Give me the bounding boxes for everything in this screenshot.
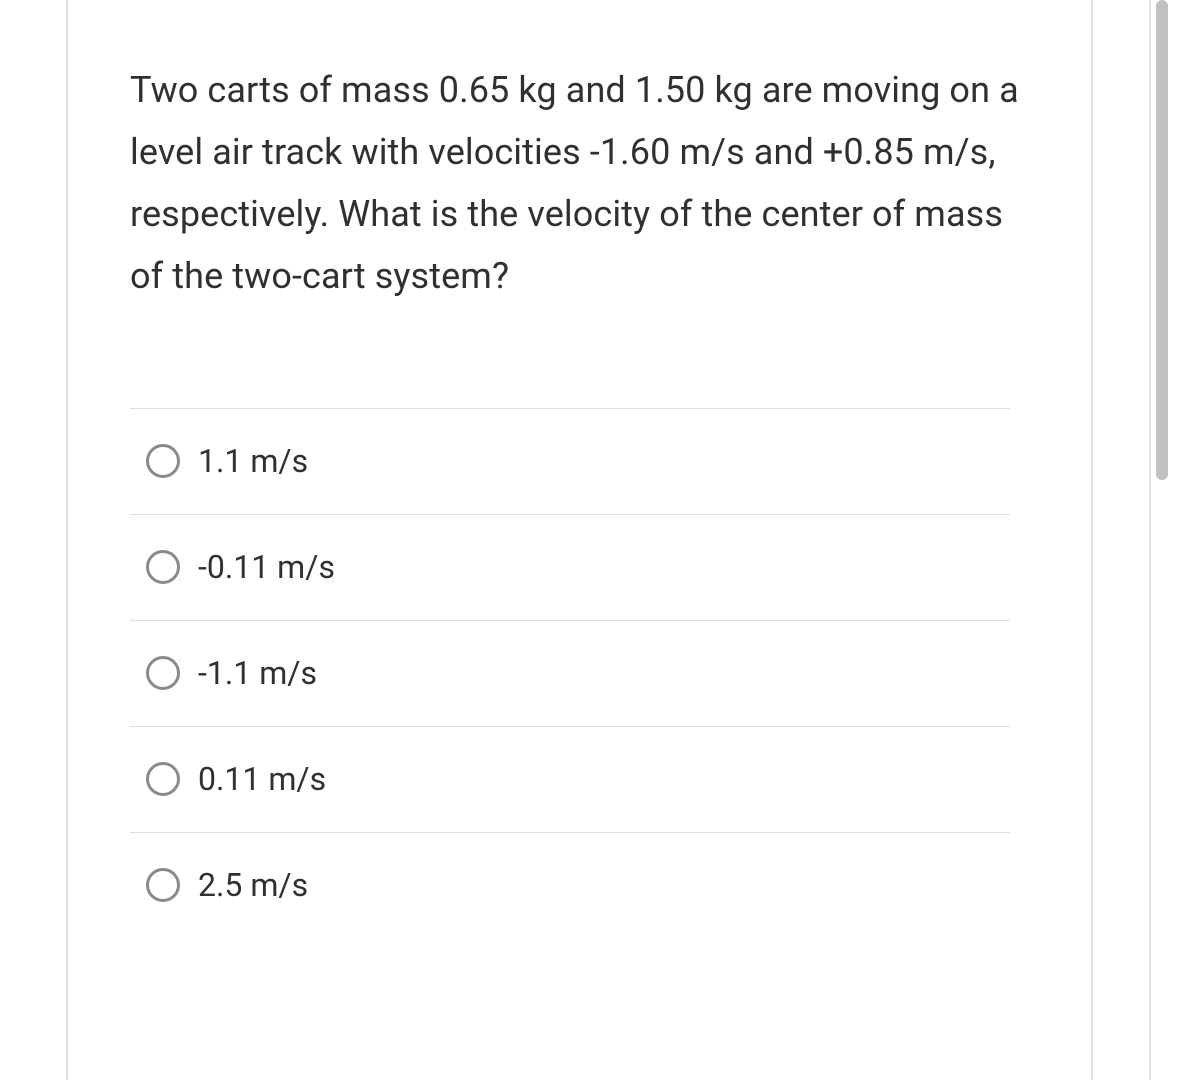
quiz-card: Two carts of mass 0.65 kg and 1.50 kg ar… [0, 0, 1200, 1080]
option-row[interactable]: -1.1 m/s [130, 620, 1010, 726]
options-list: 1.1 m/s -0.11 m/s -1.1 m/s 0.11 m/s 2.5 … [130, 408, 1010, 938]
option-row[interactable]: -0.11 m/s [130, 514, 1010, 620]
radio-icon[interactable] [146, 550, 180, 584]
option-label: -1.1 m/s [198, 654, 317, 692]
card-border-left [66, 0, 68, 1080]
option-label: -0.11 m/s [198, 548, 335, 586]
radio-icon[interactable] [146, 762, 180, 796]
option-label: 0.11 m/s [198, 760, 326, 798]
option-label: 1.1 m/s [198, 442, 308, 480]
card-border-right [1091, 0, 1093, 1080]
radio-icon[interactable] [146, 444, 180, 478]
scrollbar-thumb[interactable] [1156, 0, 1168, 480]
page-border-right [1149, 0, 1151, 1080]
option-row[interactable]: 0.11 m/s [130, 726, 1010, 832]
question-text: Two carts of mass 0.65 kg and 1.50 kg ar… [130, 60, 1030, 308]
option-row[interactable]: 1.1 m/s [130, 408, 1010, 514]
radio-icon[interactable] [146, 656, 180, 690]
option-label: 2.5 m/s [198, 866, 308, 904]
option-row[interactable]: 2.5 m/s [130, 832, 1010, 938]
radio-icon[interactable] [146, 868, 180, 902]
question-block: Two carts of mass 0.65 kg and 1.50 kg ar… [130, 60, 1030, 938]
